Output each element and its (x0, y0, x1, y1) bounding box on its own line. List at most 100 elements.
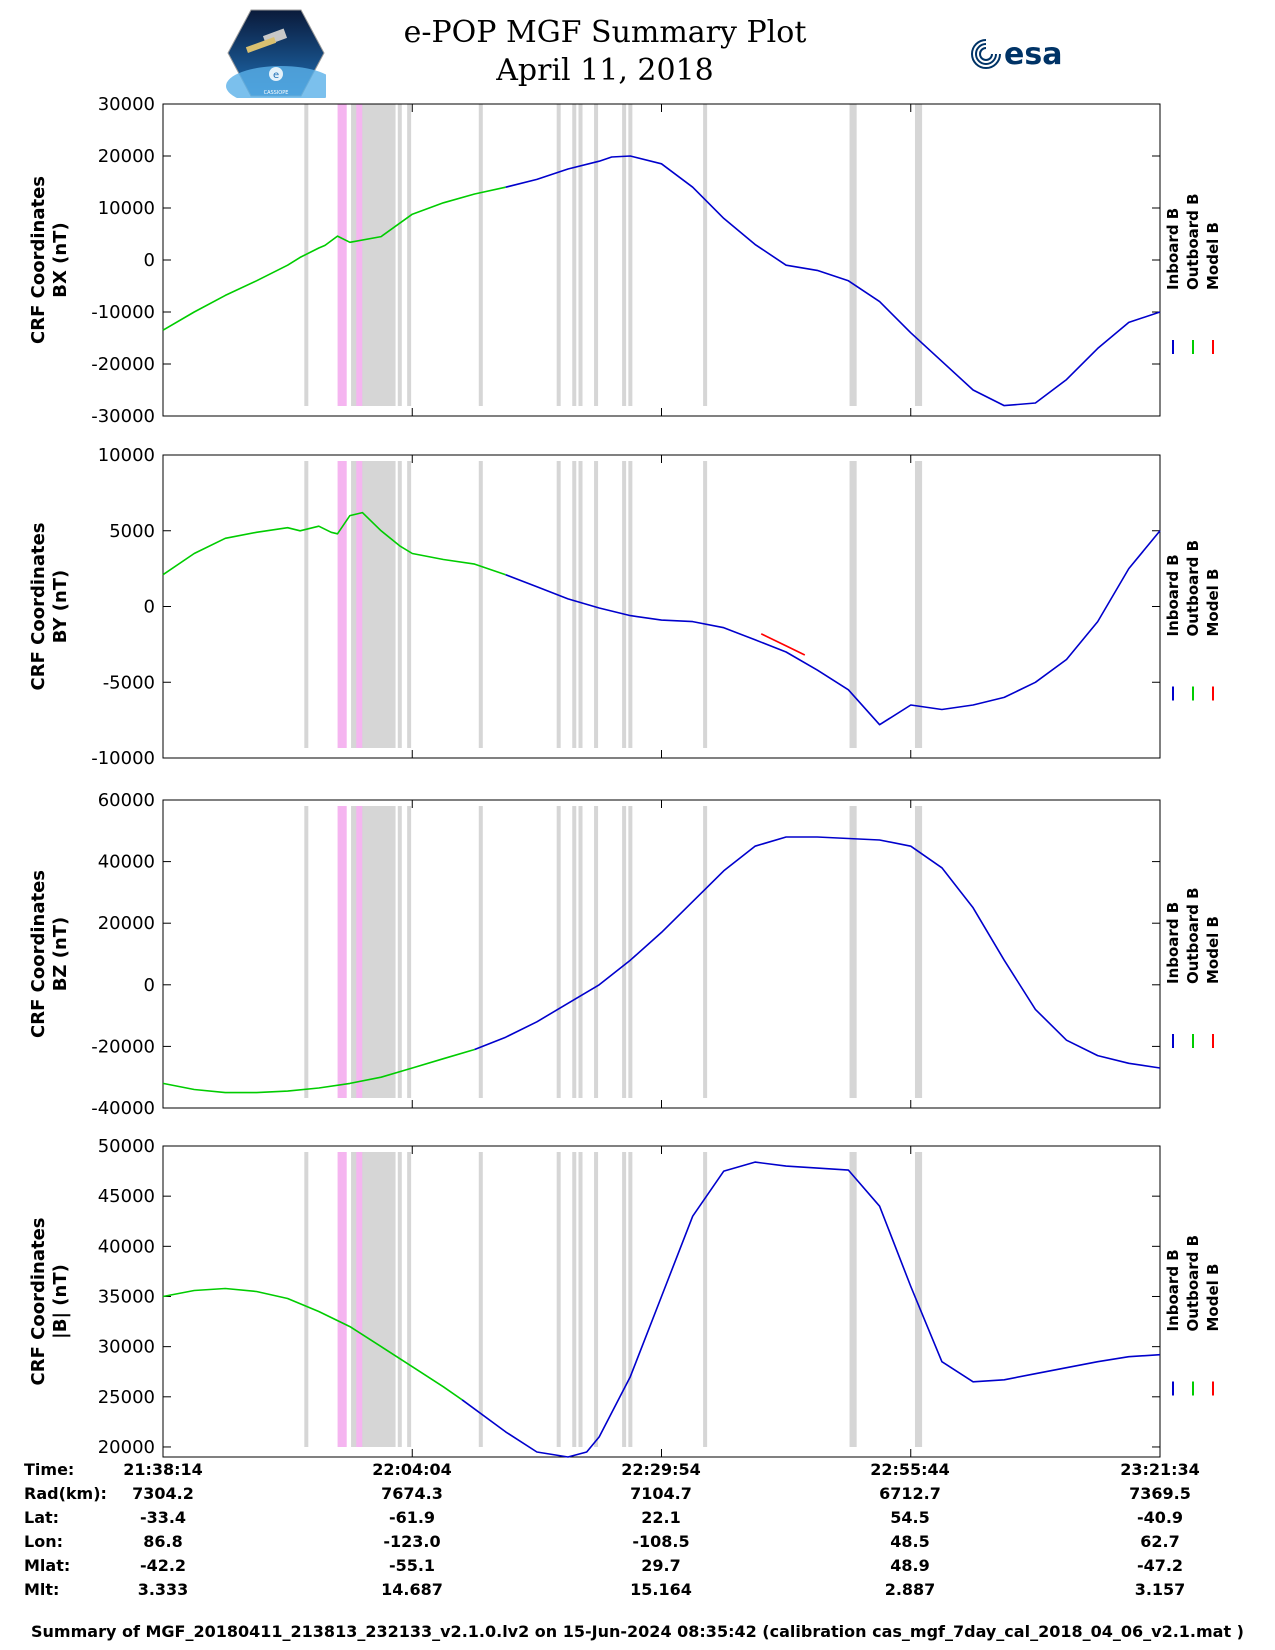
gray-band-26 (914, 104, 919, 406)
orbit-cell-rad: 7369.5 (1129, 1484, 1191, 1503)
cassiope-logo: e CASSIOPE (226, 8, 336, 106)
orbit-row-label: Lat: (24, 1508, 60, 1527)
gray-band-11 (385, 461, 390, 748)
legend-label-inboard-b: Inboard B (1164, 554, 1182, 636)
orbit-cell-mlt: 14.687 (381, 1580, 443, 1599)
gray-band-19 (578, 806, 583, 1098)
esa-logo-text: esa (1004, 37, 1062, 72)
y-tick-label: 10000 (98, 445, 155, 466)
legend-label-outboard-b: Outboard B (1184, 887, 1202, 984)
y-tick-label: 20000 (98, 1437, 155, 1458)
gray-band-18 (572, 806, 577, 1098)
orbit-row-label: Mlat: (24, 1556, 71, 1575)
y-tick-label: -20000 (91, 1036, 155, 1057)
footer-summary: Summary of MGF_20180411_213813_232133_v2… (31, 1622, 1244, 1641)
gray-band-6 (369, 806, 374, 1098)
orbit-cell-time: 22:55:44 (870, 1460, 950, 1479)
legend-label-outboard-b: Outboard B (1184, 1235, 1202, 1332)
legend-label-outboard-b: Outboard B (1184, 193, 1202, 290)
plot-frame (162, 799, 1161, 1109)
orbit-ephemeris-table: Time: Rad(km): Lat: Lon: Mlat: Mlt: 21:38:14 73… (0, 1460, 1275, 1620)
gray-band-4 (363, 806, 368, 1098)
pink-band-0 (337, 1152, 344, 1447)
gray-band-14 (397, 1152, 402, 1447)
legend-label-outboard-b: Outboard B (1184, 540, 1202, 637)
orbit-cell-rad: 7674.3 (381, 1484, 443, 1503)
pink-band-0 (337, 806, 344, 1098)
chart-panel-4: 20000 25000 30000 35000 40000 45000 50000 CRF C… (28, 1136, 1222, 1458)
legend-label-model-b: Model B (1204, 569, 1222, 637)
gray-band-25 (852, 104, 857, 406)
gray-band-7 (372, 806, 377, 1098)
y-tick-label: 40000 (98, 852, 155, 873)
gray-band-7 (372, 104, 377, 406)
gray-band-21 (622, 1152, 627, 1447)
chart-panel-1: -30000 -20000 -10000 0 10000 20000 30000 CRF Co… (28, 94, 1222, 427)
gray-band-10 (382, 1152, 387, 1447)
gray-band-16 (478, 1152, 483, 1447)
chart-panel-3: -40000 -20000 0 20000 40000 60000 CRF Coordina… (28, 790, 1222, 1119)
orbit-row-label: Rad(km): (24, 1484, 107, 1503)
gray-band-20 (594, 1152, 599, 1447)
gray-band-22 (628, 806, 633, 1098)
legend-label-model-b: Model B (1204, 1264, 1222, 1332)
svg-text:e: e (273, 70, 279, 81)
gray-band-16 (478, 104, 483, 406)
gray-band-13 (391, 104, 396, 406)
y-tick-label: 25000 (98, 1387, 155, 1408)
gray-band-7 (372, 1152, 377, 1447)
gray-band-1 (351, 104, 356, 406)
y-tick-label: 0 (144, 250, 155, 271)
gray-band-8 (375, 104, 380, 406)
gray-band-20 (594, 104, 599, 406)
y-tick-label: -10000 (91, 302, 155, 323)
gray-band-0 (304, 461, 309, 748)
y-axis-label-line1: CRF Coordinates (28, 1218, 49, 1386)
gray-band-22 (628, 461, 633, 748)
gray-band-11 (385, 1152, 390, 1447)
legend-label-inboard-b: Inboard B (1164, 902, 1182, 984)
orbit-row-label: Lon: (24, 1532, 63, 1551)
y-tick-label: 45000 (98, 1186, 155, 1207)
gray-band-6 (369, 461, 374, 748)
orbit-cell-lon: 86.8 (143, 1532, 183, 1551)
y-tick-label: 20000 (98, 146, 155, 167)
orbit-cell-rad: 7304.2 (132, 1484, 194, 1503)
gray-band-27 (918, 806, 923, 1098)
gray-band-24 (849, 806, 854, 1098)
gray-band-22 (628, 1152, 633, 1447)
legend-label-inboard-b: Inboard B (1164, 208, 1182, 290)
y-tick-label: 0 (144, 975, 155, 996)
gray-band-3 (360, 104, 365, 406)
chart-panel-2: -10000 -5000 0 5000 10000 CRF Coordinates BY (… (28, 445, 1222, 769)
y-tick-label: 10000 (98, 198, 155, 219)
gray-band-20 (594, 806, 599, 1098)
plot-title: e-POP MGF Summary Plot (403, 15, 807, 50)
orbit-cell-mlat: -55.1 (388, 1556, 436, 1575)
pink-band-1 (340, 806, 347, 1098)
gray-band-14 (397, 104, 402, 406)
gray-band-9 (379, 461, 384, 748)
gray-band-18 (572, 1152, 577, 1447)
gray-band-27 (918, 104, 923, 406)
orbit-cell-lat: -61.9 (388, 1508, 436, 1527)
gray-band-4 (363, 104, 368, 406)
gray-band-12 (388, 104, 393, 406)
gray-band-17 (556, 806, 561, 1098)
series-inboard-b (505, 155, 1161, 407)
gray-band-27 (918, 461, 923, 748)
orbit-cell-mlat: -42.2 (139, 1556, 187, 1575)
orbit-cell-lat: -40.9 (1136, 1508, 1184, 1527)
y-tick-label: -40000 (91, 1098, 155, 1119)
gray-band-26 (914, 461, 919, 748)
legend-label-model-b: Model B (1204, 222, 1222, 290)
gray-band-12 (388, 1152, 393, 1447)
gray-band-13 (391, 461, 396, 748)
series-outboard-b (162, 186, 506, 331)
orbit-row-label: Time: (24, 1460, 75, 1479)
orbit-cell-mlat: 48.9 (890, 1556, 930, 1575)
gray-band-25 (852, 461, 857, 748)
gray-band-23 (703, 461, 708, 748)
gray-band-19 (578, 104, 583, 406)
gray-band-4 (363, 1152, 368, 1447)
